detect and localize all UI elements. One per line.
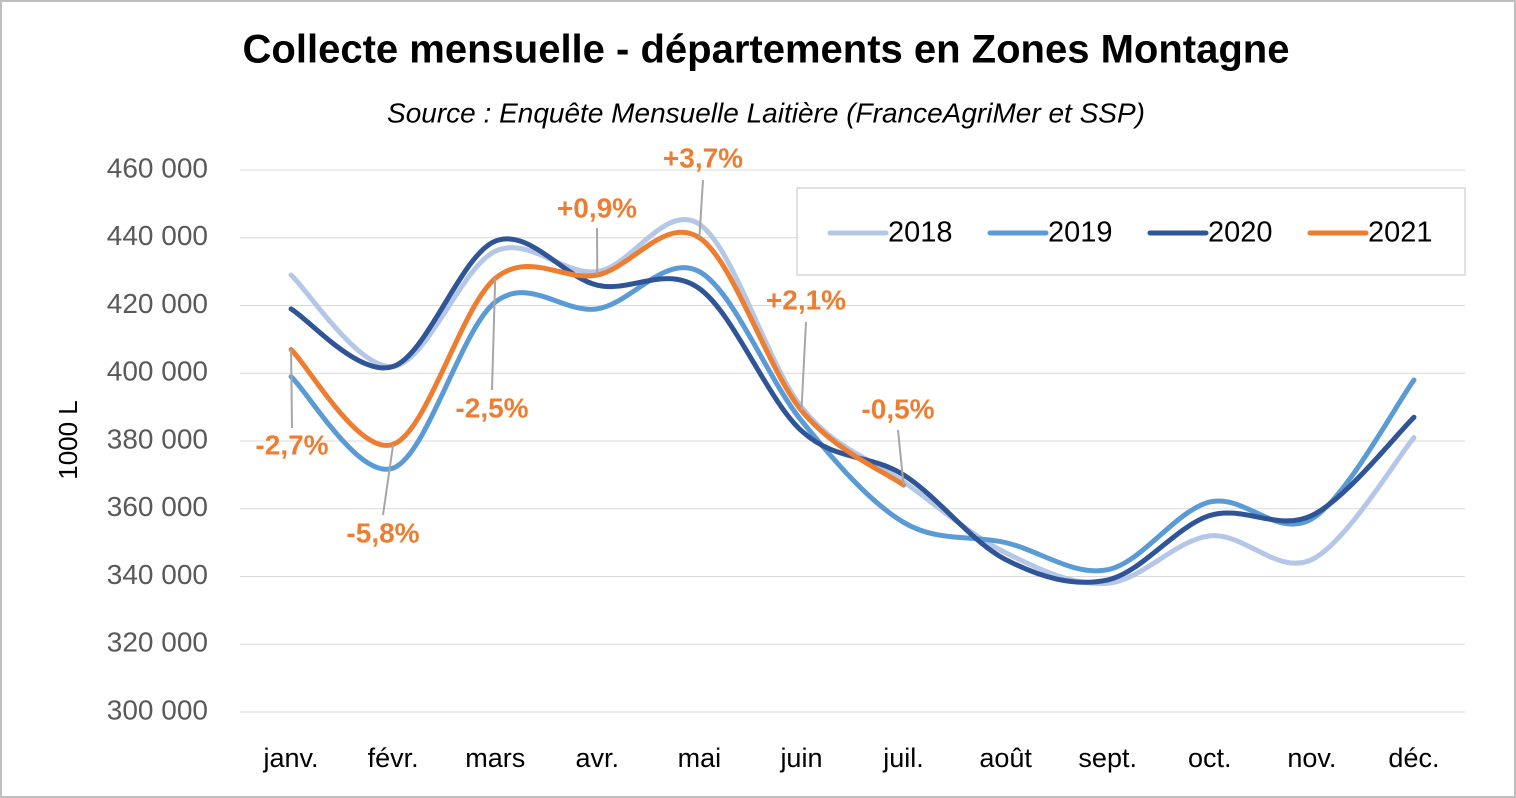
x-tick-label: févr. xyxy=(368,743,419,773)
y-tick-label: 380 000 xyxy=(107,423,208,454)
y-tick-label: 300 000 xyxy=(107,694,208,725)
series-line xyxy=(288,265,1417,574)
y-tick-label: 460 000 xyxy=(107,152,208,183)
annotation-label: -0,5% xyxy=(861,393,934,424)
x-tick-label: nov. xyxy=(1287,743,1336,773)
x-tick-label: oct. xyxy=(1188,743,1232,773)
y-axis-title: 1000 L xyxy=(53,400,83,480)
x-tick-label: juin xyxy=(779,743,822,773)
annotation-leader xyxy=(382,444,395,516)
chart-subtitle: Source : Enquête Mensuelle Laitière (Fra… xyxy=(387,97,1145,128)
x-tick-label: sept. xyxy=(1078,743,1137,773)
annotation-leader xyxy=(290,349,293,429)
x-tick-label: juil. xyxy=(882,743,924,773)
y-tick-label: 440 000 xyxy=(107,220,208,251)
series-line xyxy=(288,236,1417,585)
series-line xyxy=(288,229,907,488)
legend-label: 2020 xyxy=(1208,217,1273,249)
y-tick-label: 420 000 xyxy=(107,288,208,319)
y-tick-label: 340 000 xyxy=(107,559,208,590)
x-tick-label: mai xyxy=(678,743,722,773)
annotation-label: -5,8% xyxy=(346,517,419,548)
annotation-label: -2,5% xyxy=(455,392,528,423)
annotation-leader xyxy=(491,278,497,391)
x-tick-label: janv. xyxy=(263,743,319,773)
annotation-label: +0,9% xyxy=(557,192,637,223)
x-tick-label: mars xyxy=(465,743,525,773)
y-tick-label: 400 000 xyxy=(107,356,208,387)
x-tick-label: avr. xyxy=(576,743,620,773)
legend-label: 2019 xyxy=(1048,217,1113,249)
y-tick-label: 360 000 xyxy=(107,491,208,522)
x-tick-label: déc. xyxy=(1388,743,1439,773)
annotation-leader xyxy=(800,321,807,411)
y-tick-label: 320 000 xyxy=(107,627,208,658)
annotation-label: -2,7% xyxy=(255,429,328,460)
annotation-label: +3,7% xyxy=(663,142,743,173)
x-tick-label: août xyxy=(979,743,1032,773)
annotation-label: +2,1% xyxy=(766,284,846,315)
legend-label: 2018 xyxy=(888,217,953,249)
chart-title: Collecte mensuelle - départements en Zon… xyxy=(243,28,1290,72)
legend-label: 2021 xyxy=(1368,217,1433,249)
annotation-leader xyxy=(897,429,905,486)
annotation-leader xyxy=(698,179,704,238)
